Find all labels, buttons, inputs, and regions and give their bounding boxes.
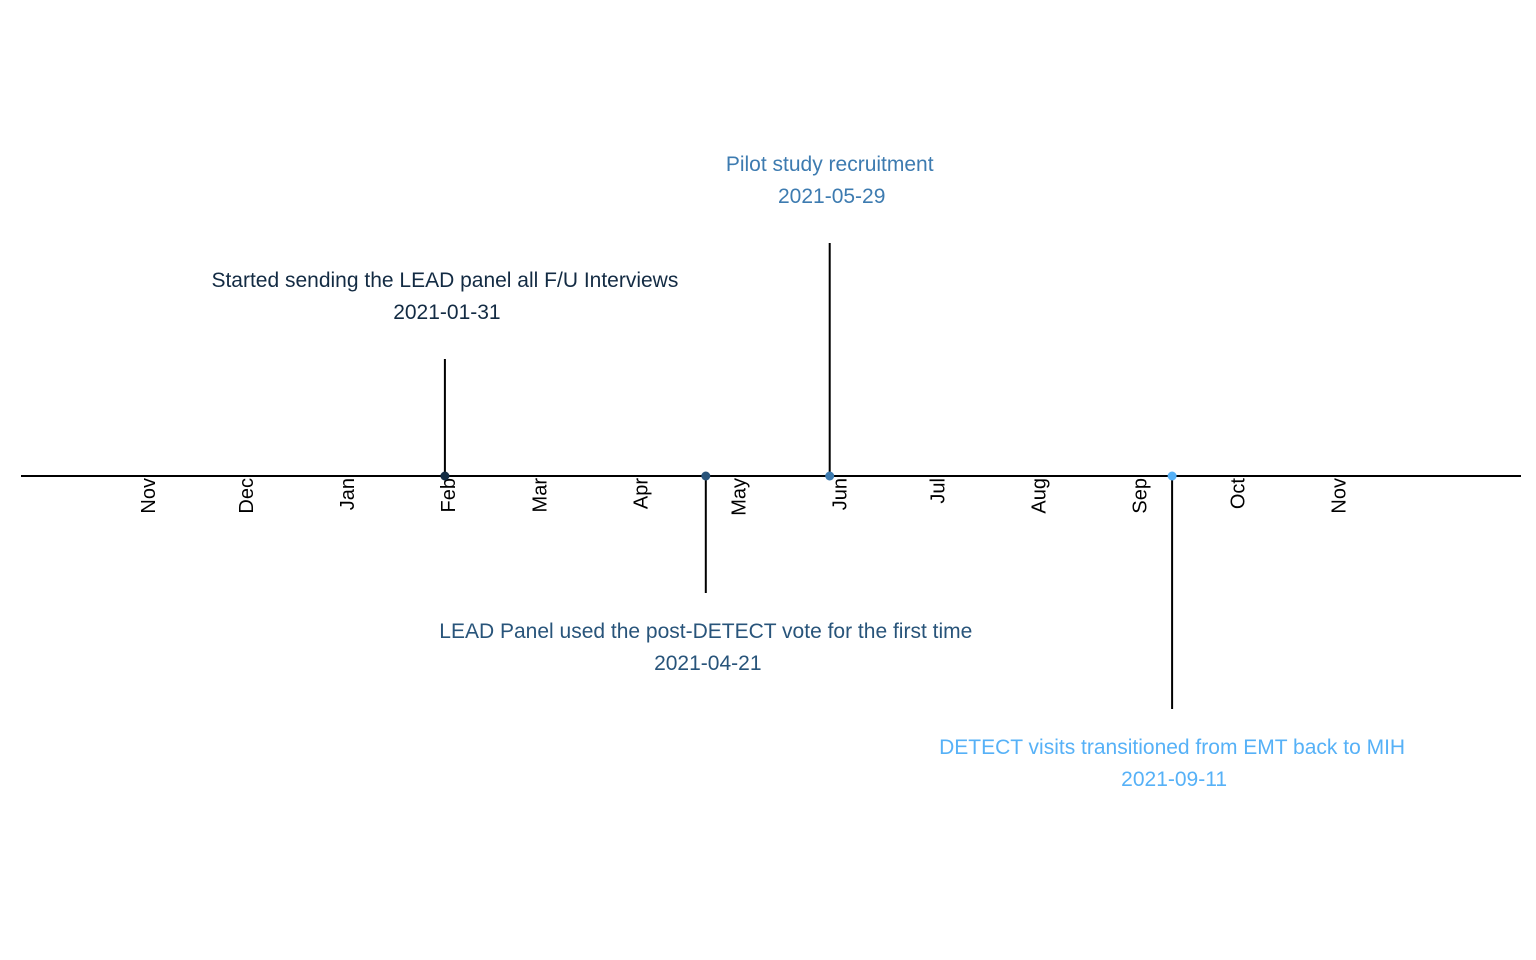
x-tick-label: Sep — [1130, 478, 1152, 514]
x-tick-label: Nov — [138, 478, 160, 514]
x-tick-label: Mar — [530, 478, 552, 513]
event-point — [1167, 471, 1177, 481]
event-date-label: 2021-04-21 — [654, 652, 761, 675]
x-tick-label: Apr — [631, 478, 653, 509]
x-tick-label: Oct — [1227, 478, 1249, 510]
event-label: LEAD Panel used the post-DETECT vote for… — [439, 620, 972, 643]
timeline-events: Started sending the LEAD panel all F/U I… — [211, 153, 1405, 791]
event-date-label: 2021-05-29 — [778, 185, 885, 208]
x-tick-label: May — [728, 478, 750, 516]
event-label: Pilot study recruitment — [726, 153, 934, 176]
x-tick-label: Feb — [438, 478, 460, 512]
x-tick-label: Dec — [236, 478, 258, 514]
event-label: Started sending the LEAD panel all F/U I… — [211, 269, 678, 292]
x-tick-label: Jan — [337, 478, 359, 510]
x-tick-label: Jul — [927, 478, 949, 504]
event-point — [701, 471, 711, 481]
event-point — [825, 471, 835, 481]
x-axis-ticks: Nov Dec Jan Feb Mar Apr May Jun Jul Aug Sep Oct Nov — [138, 478, 1350, 516]
event-date-label: 2021-09-11 — [1121, 768, 1227, 791]
x-tick-label: Aug — [1028, 478, 1050, 514]
x-tick-label: Nov — [1328, 478, 1350, 514]
event-date-label: 2021-01-31 — [393, 301, 500, 324]
event-label: DETECT visits transitioned from EMT back… — [939, 736, 1405, 759]
x-tick-label: Jun — [830, 478, 852, 510]
event-point — [440, 471, 450, 481]
